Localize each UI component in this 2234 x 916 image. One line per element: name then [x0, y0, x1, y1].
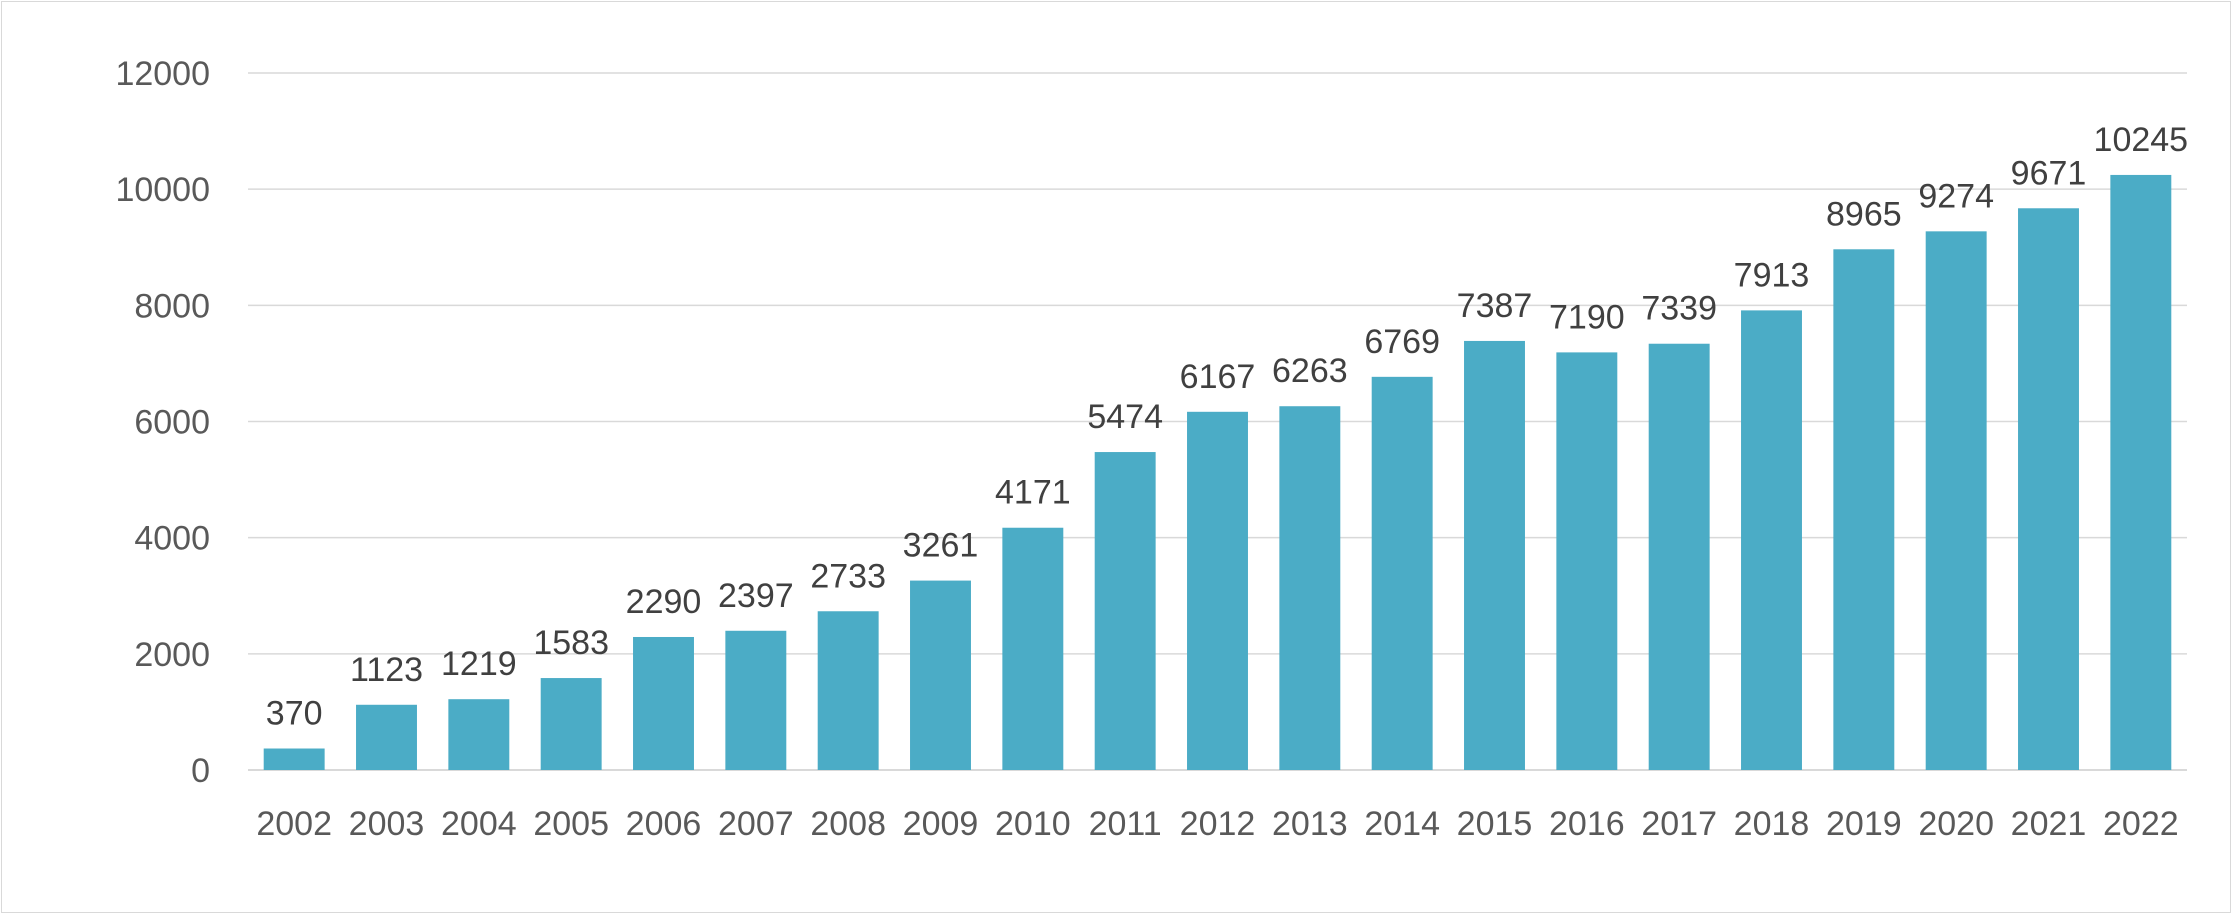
- bar-2007: [725, 630, 787, 770]
- data-label-2009: 3261: [903, 527, 979, 565]
- data-label-2010: 4171: [995, 474, 1071, 512]
- y-tick-label: 0: [191, 752, 210, 790]
- x-tick-label-2015: 2015: [1457, 805, 1533, 843]
- x-tick-label-2014: 2014: [1364, 805, 1440, 843]
- bar-2015: [1464, 340, 1525, 770]
- data-label-2020: 9274: [1918, 177, 1994, 215]
- x-tick-label-2020: 2020: [1918, 805, 1994, 843]
- data-label-2011: 5474: [1087, 398, 1163, 436]
- x-tick-label-2018: 2018: [1734, 805, 1810, 843]
- data-label-2003: 1123: [350, 651, 423, 689]
- bar-2009: [910, 580, 971, 770]
- y-tick-label: 6000: [134, 404, 210, 442]
- x-tick-label-2022: 2022: [2103, 805, 2179, 843]
- data-label-2014: 6769: [1364, 323, 1440, 361]
- data-label-2004: 1219: [441, 645, 517, 683]
- x-tick-label-2017: 2017: [1641, 805, 1717, 843]
- x-tick-label-2016: 2016: [1549, 805, 1625, 843]
- data-label-2022: 10245: [2094, 121, 2189, 159]
- x-tick-label-2021: 2021: [2011, 805, 2087, 843]
- data-label-2006: 2290: [626, 583, 702, 621]
- bar-2002: [263, 748, 325, 770]
- x-tick-label-2007: 2007: [718, 805, 794, 843]
- bar-2010: [1002, 527, 1064, 770]
- data-label-2016: 7190: [1549, 298, 1625, 336]
- x-tick-label-2010: 2010: [995, 805, 1071, 843]
- bar-2003: [356, 704, 417, 770]
- bar-2012: [1187, 411, 1248, 770]
- x-tick-label-2006: 2006: [626, 805, 702, 843]
- bar-2022: [2110, 174, 2172, 770]
- bar-2013: [1279, 406, 1341, 770]
- y-tick-label: 4000: [134, 520, 210, 558]
- bar-2006: [633, 636, 694, 770]
- data-label-2018: 7913: [1734, 256, 1810, 294]
- y-tick-label: 8000: [134, 287, 210, 325]
- y-tick-label: 12000: [115, 55, 210, 93]
- x-tick-label-2002: 2002: [256, 805, 332, 843]
- bar-2014: [1371, 376, 1433, 770]
- x-tick-label-2013: 2013: [1272, 805, 1348, 843]
- x-tick-label-2009: 2009: [903, 805, 979, 843]
- data-label-2015: 7387: [1457, 287, 1533, 325]
- y-tick-label: 10000: [115, 171, 210, 209]
- bar-2019: [1833, 249, 1895, 771]
- data-labels: 370 1123 1219 1583 2290 2397 2733 3261 4171 5474 6…: [266, 121, 2188, 733]
- data-label-2013: 6263: [1272, 352, 1348, 390]
- bar-2017: [1648, 343, 1710, 770]
- data-label-2012: 6167: [1180, 358, 1256, 396]
- bar-2004: [448, 699, 510, 770]
- bar-2008: [817, 611, 879, 770]
- bars: [263, 174, 2172, 771]
- data-label-2008: 2733: [810, 557, 886, 595]
- data-label-2019: 8965: [1826, 195, 1902, 233]
- data-label-2005: 1583: [533, 624, 609, 662]
- data-label-2017: 7339: [1641, 290, 1717, 328]
- x-tick-label-2003: 2003: [349, 805, 425, 843]
- x-axis-tick-labels: 2002 2003 2004 2005 2006 2007 2008 2009 2010 2011…: [256, 805, 2178, 843]
- bar-2011: [1094, 452, 1156, 770]
- bar-2020: [1925, 231, 1987, 771]
- x-tick-label-2019: 2019: [1826, 805, 1902, 843]
- bar-2016: [1556, 352, 1618, 770]
- x-tick-label-2012: 2012: [1180, 805, 1256, 843]
- data-label-2002: 370: [266, 695, 323, 733]
- x-tick-label-2004: 2004: [441, 805, 517, 843]
- y-axis-tick-labels: 0 2000 4000 6000 8000 10000 12000: [115, 55, 210, 790]
- bar-2021: [2018, 208, 2079, 771]
- y-tick-label: 2000: [134, 636, 210, 674]
- data-label-2021: 9671: [2011, 154, 2087, 192]
- bar-2005: [540, 678, 602, 770]
- x-tick-label-2005: 2005: [533, 805, 609, 843]
- x-tick-label-2011: 2011: [1089, 805, 1162, 843]
- bar-2018: [1741, 310, 1802, 770]
- data-label-2007: 2397: [718, 577, 794, 615]
- x-tick-label-2008: 2008: [810, 805, 886, 843]
